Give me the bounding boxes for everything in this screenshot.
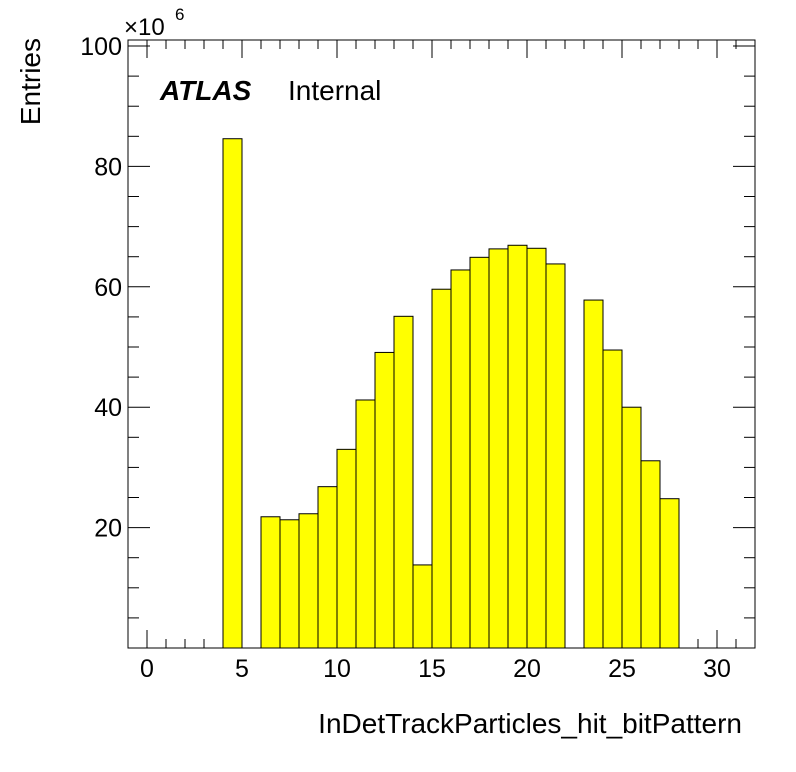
histogram-bar [374,351,395,649]
internal-label: Internal [288,75,381,106]
histogram-bar [659,498,680,649]
y-tick-label: 20 [94,515,122,543]
histogram-bar [431,288,452,649]
x-axis-title: InDetTrackParticles_hit_bitPattern [318,708,742,739]
histogram-bar [469,256,490,649]
histogram-bar [488,248,509,649]
y-tick-label: 80 [94,153,122,181]
histogram-bar [412,564,433,649]
y-multiplier-exponent: 6 [175,5,184,24]
histogram-bar [621,406,642,649]
y-tick-label: 40 [94,394,122,422]
atlas-label: ATLAS [159,75,252,106]
histogram-bar [393,315,414,649]
x-tick-label: 15 [418,655,446,683]
axis-ticks [127,40,756,648]
histogram-bar [260,516,281,649]
plot-frame [127,39,756,649]
histogram-bar [450,269,471,649]
x-tick-label: 0 [140,655,154,683]
histogram-bar [298,513,319,649]
y-tick-label: 100 [80,33,122,61]
y-tick-labels: 20 40 60 80 100 [80,33,122,543]
y-axis-title: Entries [15,38,46,125]
y-multiplier: ×10 [124,14,165,41]
histogram-bar [545,263,566,649]
x-tick-label: 20 [513,655,541,683]
histogram-bar [317,486,338,649]
x-tick-label: 10 [323,655,351,683]
x-tick-labels: 0 5 10 15 20 25 30 [140,655,731,683]
histogram-bar [507,244,528,649]
histogram-bar [602,349,623,649]
histogram-bar [526,247,547,649]
histogram-bar [279,519,300,649]
histogram-bar [222,138,243,649]
histogram-bar [583,299,604,649]
histogram-bar [640,460,661,649]
x-tick-label: 25 [608,655,636,683]
histogram-bar [336,448,357,649]
x-tick-label: 5 [235,655,249,683]
histogram-bars [222,138,680,649]
x-tick-label: 30 [703,655,731,683]
histogram-bar [355,399,376,649]
y-tick-label: 60 [94,274,122,302]
